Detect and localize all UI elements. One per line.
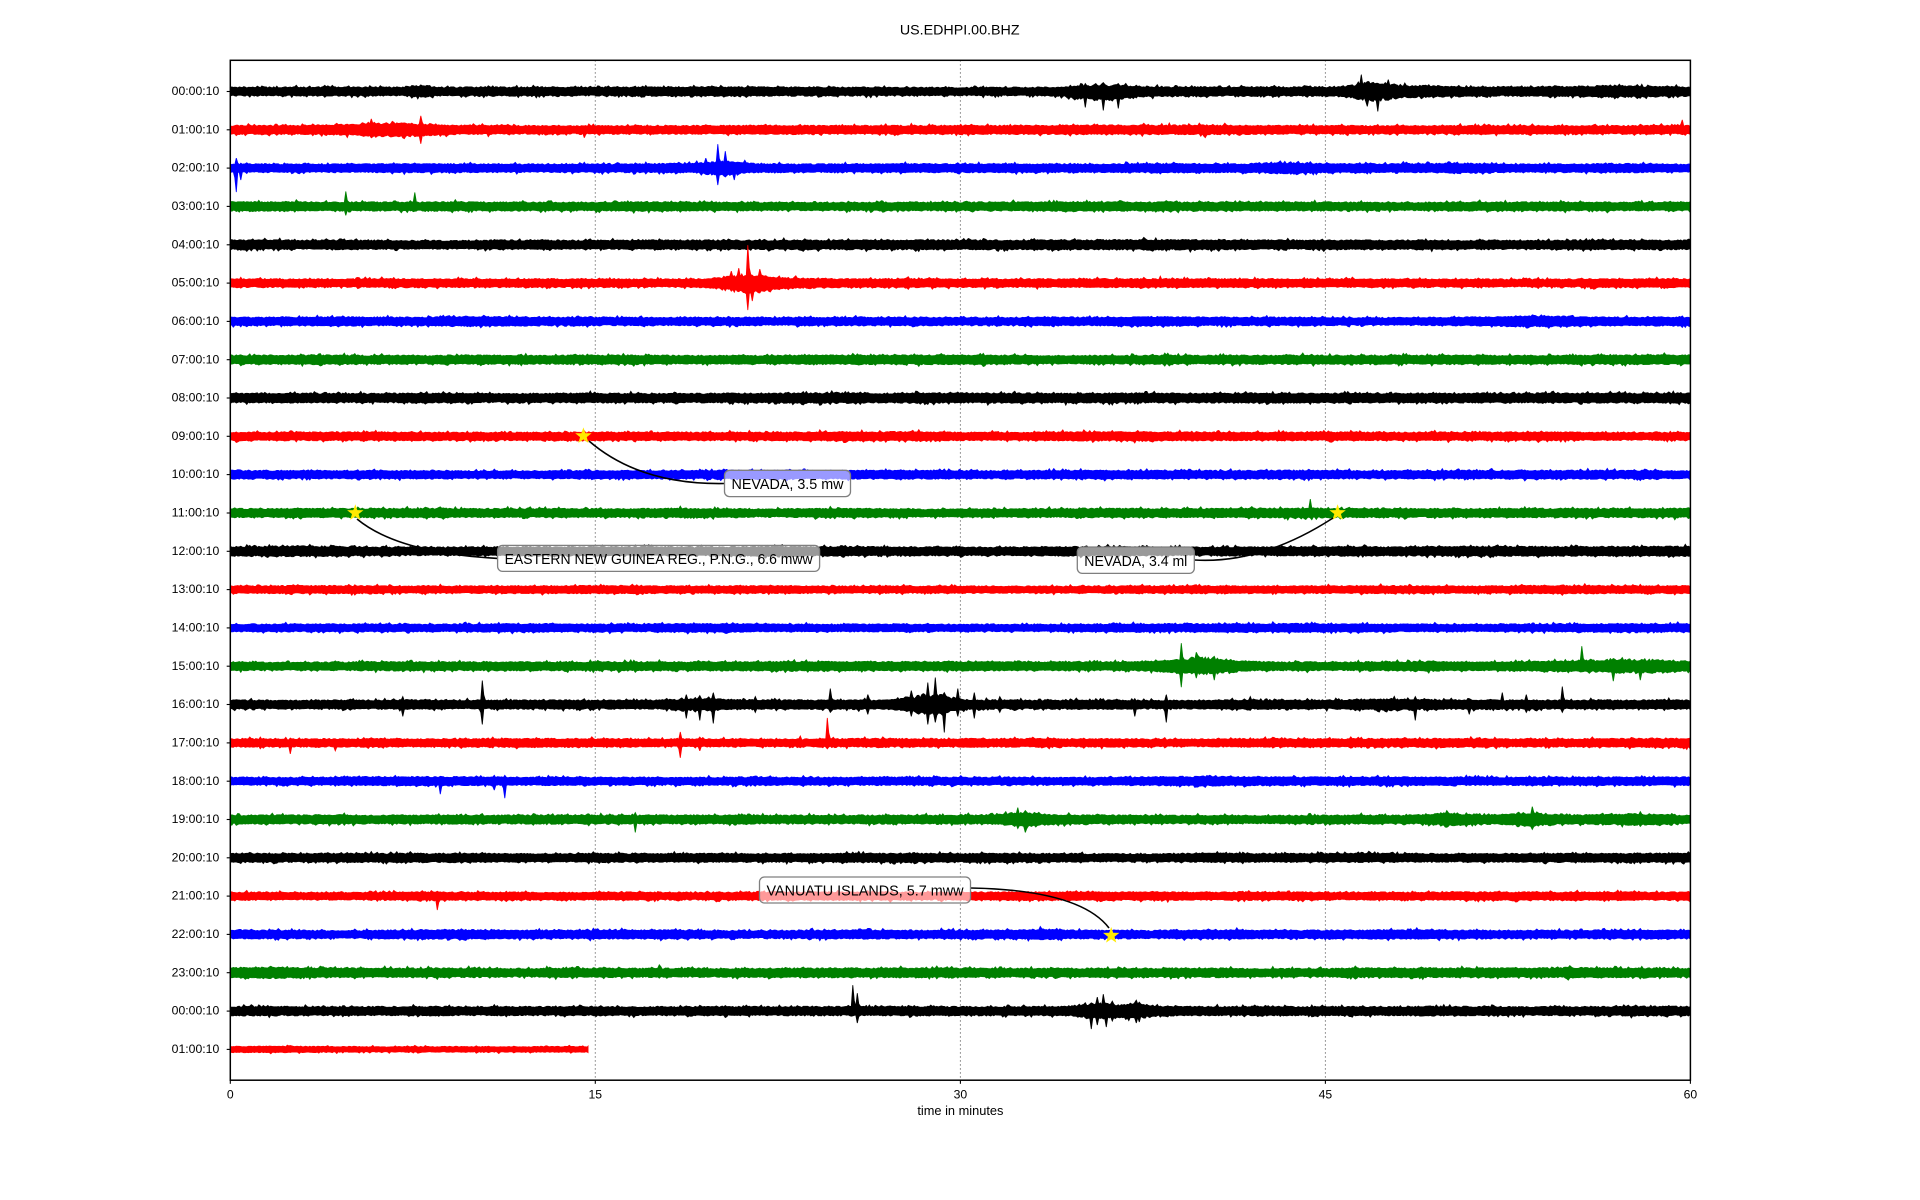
svg-text:NEVADA, 3.4 ml: NEVADA, 3.4 ml	[1084, 554, 1187, 570]
svg-text:0: 0	[227, 1088, 234, 1102]
svg-text:01:00:10: 01:00:10	[172, 1042, 220, 1056]
svg-text:08:00:10: 08:00:10	[172, 391, 220, 405]
svg-text:US.EDHPI.00.BHZ: US.EDHPI.00.BHZ	[900, 23, 1020, 38]
svg-text:30: 30	[954, 1088, 968, 1102]
svg-text:03:00:10: 03:00:10	[172, 199, 220, 213]
svg-text:time in minutes: time in minutes	[917, 1103, 1003, 1118]
svg-text:17:00:10: 17:00:10	[172, 736, 220, 750]
svg-text:21:00:10: 21:00:10	[172, 889, 220, 903]
svg-text:04:00:10: 04:00:10	[172, 237, 220, 251]
svg-text:00:00:10: 00:00:10	[172, 1004, 220, 1018]
svg-text:19:00:10: 19:00:10	[172, 812, 220, 826]
svg-text:15:00:10: 15:00:10	[172, 659, 220, 673]
svg-text:12:00:10: 12:00:10	[172, 544, 220, 558]
svg-text:23:00:10: 23:00:10	[172, 965, 220, 979]
svg-text:11:00:10: 11:00:10	[172, 506, 220, 520]
svg-text:13:00:10: 13:00:10	[172, 582, 220, 596]
svg-text:01:00:10: 01:00:10	[172, 122, 220, 136]
svg-text:07:00:10: 07:00:10	[172, 352, 220, 366]
svg-text:00:00:10: 00:00:10	[172, 84, 220, 98]
svg-text:06:00:10: 06:00:10	[172, 314, 220, 328]
svg-text:VANUATU ISLANDS, 5.7 mww: VANUATU ISLANDS, 5.7 mww	[767, 884, 965, 900]
svg-text:10:00:10: 10:00:10	[172, 467, 220, 481]
svg-text:NEVADA, 3.5 mw: NEVADA, 3.5 mw	[732, 477, 845, 493]
svg-text:20:00:10: 20:00:10	[172, 850, 220, 864]
svg-text:60: 60	[1684, 1088, 1698, 1102]
svg-text:15: 15	[589, 1088, 603, 1102]
svg-text:02:00:10: 02:00:10	[172, 161, 220, 175]
svg-text:EASTERN NEW GUINEA REG., P.N.G: EASTERN NEW GUINEA REG., P.N.G., 6.6 mww	[505, 552, 814, 568]
svg-text:16:00:10: 16:00:10	[172, 697, 220, 711]
svg-text:14:00:10: 14:00:10	[172, 621, 220, 635]
svg-text:09:00:10: 09:00:10	[172, 429, 220, 443]
svg-text:22:00:10: 22:00:10	[172, 927, 220, 941]
svg-text:05:00:10: 05:00:10	[172, 276, 220, 290]
svg-text:18:00:10: 18:00:10	[172, 774, 220, 788]
svg-text:45: 45	[1319, 1088, 1333, 1102]
